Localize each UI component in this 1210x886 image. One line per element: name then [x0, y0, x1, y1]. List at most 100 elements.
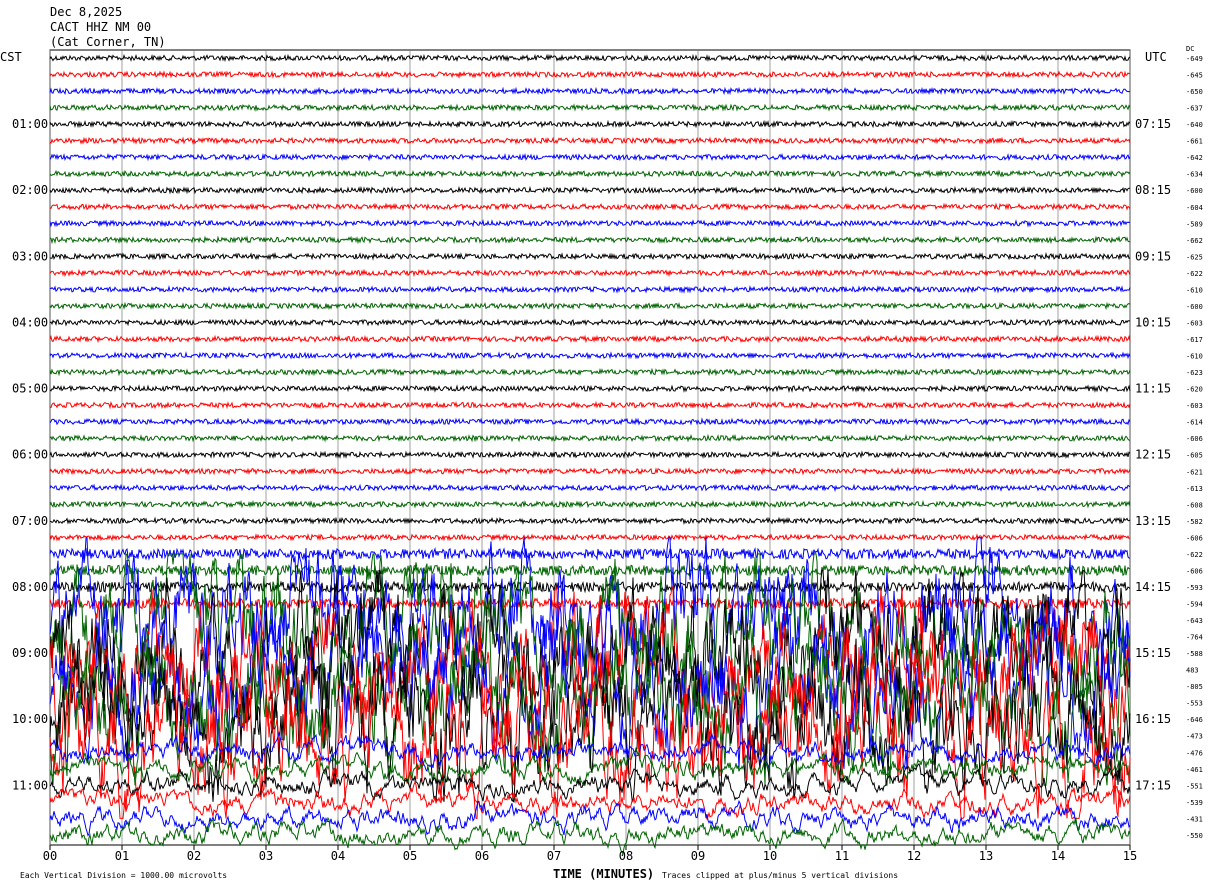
- x-tick-label: 00: [43, 849, 57, 863]
- utc-label: UTC: [1145, 50, 1167, 64]
- seismic-trace: [49, 467, 1131, 476]
- x-tick-label: 11: [835, 849, 849, 863]
- dc-offset-label: -600: [1186, 187, 1203, 195]
- cst-hour-label: 05:00: [12, 382, 48, 396]
- dc-offset-label: -553: [1186, 700, 1203, 708]
- dc-offset-label: 483: [1186, 667, 1199, 675]
- dc-offset-label: -613: [1186, 485, 1203, 493]
- seismic-trace: [49, 53, 1131, 63]
- dc-offset-label: -649: [1186, 55, 1203, 63]
- seismic-trace: [49, 136, 1131, 146]
- x-tick-label: 05: [403, 849, 417, 863]
- x-tick-label: 15: [1123, 849, 1137, 863]
- seismic-trace: [49, 318, 1131, 327]
- seismic-trace: [49, 450, 1131, 460]
- x-tick-label: 14: [1051, 849, 1065, 863]
- seismic-trace: [49, 301, 1131, 311]
- dc-offset-label: -640: [1186, 121, 1203, 129]
- seismic-trace: [49, 285, 1131, 294]
- dc-offset-label: -646: [1186, 716, 1203, 724]
- seismic-trace: [49, 86, 1131, 96]
- dc-offset-label: -645: [1186, 72, 1203, 80]
- scale-note: Each Vertical Division = 1000.00 microvo…: [20, 871, 227, 880]
- date-label: Dec 8,2025: [50, 5, 122, 19]
- seismic-trace: [49, 433, 1131, 443]
- dc-offset-label: -621: [1186, 468, 1203, 476]
- cst-hour-label: 11:00: [12, 778, 48, 792]
- utc-hour-label: 08:15: [1135, 183, 1171, 197]
- seismic-trace: [49, 169, 1131, 179]
- cst-hour-label: 03:00: [12, 249, 48, 263]
- seismic-trace: [49, 546, 1131, 561]
- seismic-trace: [49, 351, 1131, 360]
- station-label: CACT HHZ NM 00: [50, 20, 151, 34]
- dc-offset-label: -661: [1186, 138, 1203, 146]
- utc-hour-label: 13:15: [1135, 514, 1171, 528]
- seismic-trace: [49, 746, 1131, 787]
- dc-offset-label: -582: [1186, 518, 1203, 526]
- seismic-trace: [49, 532, 1131, 542]
- utc-hour-label: 17:15: [1135, 778, 1171, 792]
- utc-hour-label: 11:15: [1135, 382, 1171, 396]
- seismic-trace: [49, 483, 1131, 493]
- utc-hour-label: 07:15: [1135, 117, 1171, 131]
- cst-hour-label: 07:00: [12, 514, 48, 528]
- seismic-trace: [49, 384, 1131, 394]
- dc-offset-label: -662: [1186, 237, 1203, 245]
- x-axis-label: TIME (MINUTES): [553, 867, 654, 881]
- dc-offset-label: -622: [1186, 551, 1203, 559]
- dc-offset-label: -473: [1186, 733, 1203, 741]
- dc-offset-label: -622: [1186, 270, 1203, 278]
- seismic-trace: [49, 651, 1131, 819]
- x-tick-label: 12: [907, 849, 921, 863]
- dc-offset-label: -634: [1186, 171, 1203, 179]
- x-tick-label: 02: [187, 849, 201, 863]
- dc-offset-label: -650: [1186, 88, 1203, 96]
- seismic-trace: [49, 799, 1131, 837]
- seismic-trace: [49, 103, 1131, 112]
- utc-hour-label: 15:15: [1135, 646, 1171, 660]
- utc-hour-label: 16:15: [1135, 712, 1171, 726]
- seismic-trace: [49, 417, 1131, 427]
- cst-hour-label: 09:00: [12, 646, 48, 660]
- dc-offset-label: -805: [1186, 683, 1203, 691]
- x-tick-label: 04: [331, 849, 345, 863]
- dc-offset-label: -605: [1186, 452, 1203, 460]
- dc-offset-label: -539: [1186, 799, 1203, 807]
- dc-offset-label: -606: [1186, 567, 1203, 575]
- dc-offset-label: -594: [1186, 600, 1203, 608]
- dc-offset-label: -461: [1186, 766, 1203, 774]
- seismic-trace: [49, 400, 1131, 410]
- dc-offset-label: -604: [1186, 204, 1203, 212]
- seismic-trace: [49, 603, 1131, 769]
- dc-offset-label: -643: [1186, 617, 1203, 625]
- dc-offset-label: -603: [1186, 319, 1203, 327]
- seismic-trace: [49, 70, 1131, 79]
- utc-hour-label: 09:15: [1135, 249, 1171, 263]
- cst-hour-label: 04:00: [12, 315, 48, 329]
- seismic-trace: [49, 762, 1131, 803]
- seismic-trace: [49, 367, 1131, 377]
- dc-offset-label: -431: [1186, 815, 1203, 823]
- utc-hour-label: 12:15: [1135, 448, 1171, 462]
- dc-offset-label: -603: [1186, 402, 1203, 410]
- utc-hour-label: 14:15: [1135, 580, 1171, 594]
- seismic-trace: [49, 536, 1131, 704]
- seismic-trace: [49, 218, 1131, 228]
- x-tick-label: 07: [547, 849, 561, 863]
- cst-hour-label: 08:00: [12, 580, 48, 594]
- seismic-trace: [49, 816, 1131, 856]
- seismic-trace: [49, 268, 1131, 278]
- seismic-trace: [49, 235, 1131, 245]
- location-label: (Cat Corner, TN): [50, 35, 166, 49]
- x-tick-label: 10: [763, 849, 777, 863]
- x-tick-label: 08: [619, 849, 633, 863]
- seismic-trace: [49, 619, 1131, 786]
- seismic-trace: [49, 119, 1131, 129]
- x-tick-label: 06: [475, 849, 489, 863]
- dc-offset-label: -606: [1186, 534, 1203, 542]
- dc-offset-label: -593: [1186, 584, 1203, 592]
- dc-offset-label: -620: [1186, 386, 1203, 394]
- dc-offset-label: -764: [1186, 634, 1203, 642]
- dc-offset-label: -610: [1186, 353, 1203, 361]
